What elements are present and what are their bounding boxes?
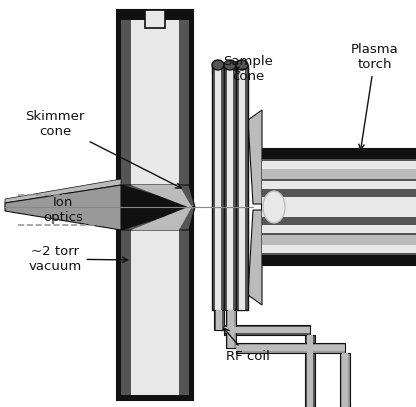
- Polygon shape: [224, 327, 310, 333]
- Polygon shape: [131, 205, 193, 230]
- Text: RF coil: RF coil: [224, 328, 270, 363]
- Polygon shape: [131, 230, 179, 395]
- Polygon shape: [5, 179, 121, 203]
- Text: Ion
optics: Ion optics: [43, 196, 83, 224]
- Text: Plasma
torch: Plasma torch: [351, 43, 399, 150]
- Polygon shape: [342, 353, 348, 407]
- Polygon shape: [305, 335, 315, 407]
- Polygon shape: [262, 197, 416, 217]
- Polygon shape: [224, 325, 310, 335]
- Polygon shape: [262, 245, 416, 253]
- Polygon shape: [215, 65, 221, 310]
- Polygon shape: [227, 65, 233, 310]
- Polygon shape: [340, 353, 350, 407]
- Ellipse shape: [224, 60, 236, 70]
- Polygon shape: [131, 20, 179, 185]
- Polygon shape: [248, 110, 262, 204]
- Text: Sample
cone: Sample cone: [223, 55, 273, 83]
- Ellipse shape: [263, 191, 285, 223]
- Polygon shape: [236, 65, 248, 310]
- Polygon shape: [262, 169, 416, 245]
- Ellipse shape: [236, 60, 248, 70]
- Polygon shape: [145, 10, 165, 28]
- Polygon shape: [117, 10, 193, 400]
- Polygon shape: [212, 67, 248, 73]
- Polygon shape: [212, 65, 224, 310]
- Polygon shape: [236, 345, 345, 351]
- Text: Skimmer
cone: Skimmer cone: [25, 110, 181, 188]
- Polygon shape: [262, 149, 416, 265]
- Ellipse shape: [212, 60, 224, 70]
- Polygon shape: [307, 335, 313, 407]
- Polygon shape: [224, 65, 236, 310]
- Polygon shape: [121, 20, 131, 185]
- Polygon shape: [262, 179, 416, 235]
- Polygon shape: [262, 225, 416, 233]
- Polygon shape: [228, 310, 234, 348]
- Polygon shape: [214, 310, 224, 330]
- Polygon shape: [179, 20, 189, 185]
- Polygon shape: [248, 210, 262, 305]
- Polygon shape: [5, 185, 121, 230]
- Polygon shape: [236, 343, 345, 353]
- Polygon shape: [262, 181, 416, 189]
- Polygon shape: [216, 310, 222, 330]
- Polygon shape: [121, 185, 195, 207]
- Polygon shape: [179, 230, 189, 395]
- Polygon shape: [121, 230, 131, 395]
- Text: ~2 torr
vacuum: ~2 torr vacuum: [28, 245, 128, 273]
- Polygon shape: [121, 207, 195, 230]
- Polygon shape: [262, 159, 416, 255]
- Polygon shape: [226, 310, 236, 348]
- Polygon shape: [239, 65, 245, 310]
- Polygon shape: [262, 161, 416, 169]
- Polygon shape: [131, 185, 193, 209]
